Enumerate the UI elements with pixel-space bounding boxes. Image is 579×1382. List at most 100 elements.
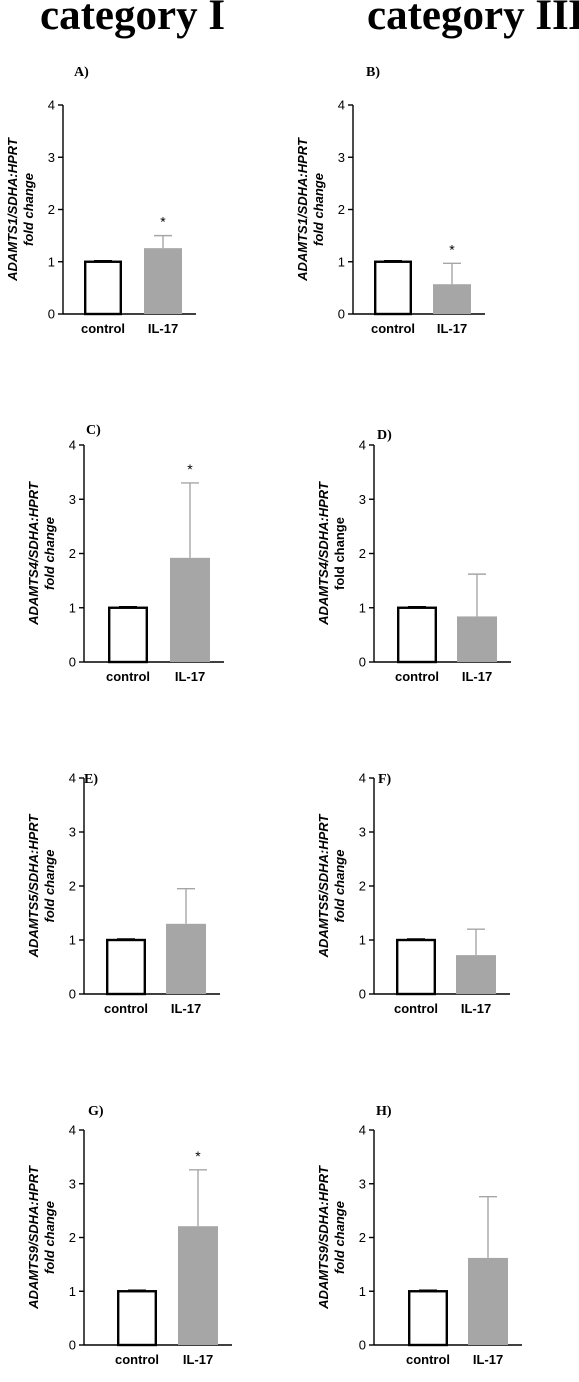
bar-control [107,606,148,664]
chart-panel-g: G) 0 1 2 3 4 control IL-17 * ADAMTS9/SDHA:HPRT fol… [26,1104,232,1367]
y-tick-label: 4 [48,98,55,113]
bar-control [116,1290,157,1347]
panel-label: G) [88,1104,104,1119]
category-label: control [115,1352,159,1367]
y-axis-sublabel: fold change [332,1201,347,1274]
panel-label: C) [86,423,101,438]
left-column-title: category I [40,0,226,39]
y-tick-label: 1 [359,600,366,615]
y-tick-label: 4 [69,438,76,453]
panel-label: A) [74,65,89,80]
y-axis-label: ADAMTS9/SDHA:HPRT [316,1165,331,1310]
y-tick-label: 2 [359,1230,366,1245]
significance-marker: * [160,214,166,230]
y-tick-label: 2 [69,879,76,894]
y-tick-label: 0 [338,307,345,322]
y-tick-label: 3 [48,150,55,165]
y-tick-label: 1 [359,933,366,948]
y-axis-sublabel: fold change [42,517,57,590]
significance-marker: * [449,241,455,257]
y-tick-label: 3 [69,1176,76,1191]
panel-label: E) [84,772,98,787]
y-axis-sublabel: fold change [42,850,57,923]
category-label: control [395,669,439,684]
y-axis-label: ADAMTS4/SDHA:HPRT [26,481,41,626]
y-tick-label: 0 [359,655,366,670]
y-tick-label: 3 [359,825,366,840]
bar-IL-17 [144,248,182,314]
y-axis-label: ADAMTS1/SDHA:HPRT [5,137,20,282]
y-tick-label: 3 [359,492,366,507]
y-tick-label: 3 [69,825,76,840]
y-tick-label: 0 [69,987,76,1002]
panel-label: F) [378,772,392,787]
y-tick-label: 2 [359,546,366,561]
bar-control [396,606,437,664]
y-axis-sublabel: fold change [42,1201,57,1274]
category-label: control [104,1001,148,1016]
y-tick-label: 4 [338,98,345,113]
y-tick-label: 0 [359,1338,366,1353]
y-axis-sublabel: fold change [332,517,347,590]
y-axis-sublabel: fold change [311,173,326,246]
y-axis-label: ADAMTS5/SDHA:HPRT [316,814,331,959]
category-label: IL-17 [461,1001,491,1016]
y-tick-label: 4 [359,771,366,786]
right-column-title: category IIB [367,0,579,39]
category-label: IL-17 [473,1352,503,1367]
category-label: IL-17 [148,321,178,336]
y-tick-label: 2 [69,1230,76,1245]
y-tick-label: 2 [359,879,366,894]
y-tick-label: 1 [69,1284,76,1299]
chart-panel-b: B) 0 1 2 3 4 control IL-17 * ADAMTS1/SDHA:HPRT fol… [295,65,485,336]
chart-panel-e: E) 0 1 2 3 4 control IL-17 ADAMTS5/SDHA:HPRT fold… [26,771,220,1016]
category-label: control [371,321,415,336]
y-tick-label: 0 [359,987,366,1002]
bar-IL-17 [433,284,471,314]
y-tick-label: 3 [338,150,345,165]
y-tick-label: 3 [69,492,76,507]
panel-label: D) [377,428,392,443]
significance-marker: * [195,1148,201,1164]
chart-panel-f: F) 0 1 2 3 4 control IL-17 ADAMTS5/SDHA:HPRT fold… [316,771,510,1016]
y-axis-label: ADAMTS5/SDHA:HPRT [26,814,41,959]
category-label: IL-17 [183,1352,213,1367]
category-label: IL-17 [437,321,467,336]
y-axis-sublabel: fold change [332,850,347,923]
bar-IL-17 [468,1257,508,1345]
category-label: IL-17 [175,669,205,684]
y-axis-sublabel: fold change [21,173,36,246]
bar-control [395,938,436,996]
bar-control [407,1290,448,1347]
chart-panel-d: D) 0 1 2 3 4 control IL-17 ADAMTS4/SDHA:HPRT fold… [316,428,511,684]
y-tick-label: 1 [359,1284,366,1299]
significance-marker: * [187,461,193,477]
bar-IL-17 [170,557,210,662]
y-axis-label: ADAMTS1/SDHA:HPRT [295,137,310,282]
y-tick-label: 4 [69,1123,76,1138]
category-label: IL-17 [171,1001,201,1016]
bar-control [105,938,146,996]
y-tick-label: 4 [359,1123,366,1138]
y-tick-label: 2 [69,546,76,561]
category-label: control [394,1001,438,1016]
category-label: control [81,321,125,336]
y-tick-label: 1 [338,254,345,269]
bar-control [373,260,412,316]
bar-IL-17 [166,923,206,994]
y-tick-label: 1 [69,933,76,948]
chart-panel-a: A) 0 1 2 3 4 control IL-17 * ADAMTS1/SDHA:HPRT fol… [5,65,196,336]
y-tick-label: 1 [48,254,55,269]
category-label: control [406,1352,450,1367]
category-label: control [106,669,150,684]
category-label: IL-17 [462,669,492,684]
y-tick-label: 1 [69,600,76,615]
y-tick-label: 4 [359,438,366,453]
y-tick-label: 2 [48,202,55,217]
chart-panel-c: C) 0 1 2 3 4 control IL-17 * ADAMTS4/SDHA:HPRT fol… [26,423,224,684]
bar-control [83,260,122,316]
y-tick-label: 2 [338,202,345,217]
bar-IL-17 [456,955,496,994]
y-tick-label: 0 [69,1338,76,1353]
y-tick-label: 0 [48,307,55,322]
